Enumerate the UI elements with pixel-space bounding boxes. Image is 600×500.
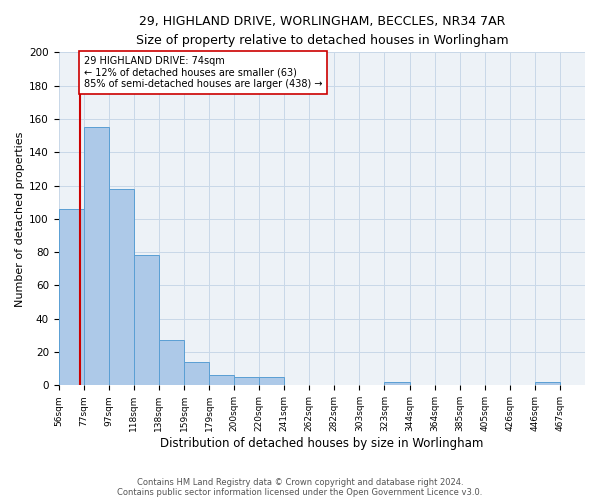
Bar bbox=[209, 376, 234, 386]
Bar bbox=[134, 256, 159, 386]
X-axis label: Distribution of detached houses by size in Worlingham: Distribution of detached houses by size … bbox=[160, 437, 484, 450]
Text: Contains public sector information licensed under the Open Government Licence v3: Contains public sector information licen… bbox=[118, 488, 482, 497]
Bar bbox=[184, 362, 209, 386]
Bar bbox=[59, 209, 84, 386]
Bar bbox=[385, 382, 410, 386]
Title: 29, HIGHLAND DRIVE, WORLINGHAM, BECCLES, NR34 7AR
Size of property relative to d: 29, HIGHLAND DRIVE, WORLINGHAM, BECCLES,… bbox=[136, 15, 508, 47]
Text: 29 HIGHLAND DRIVE: 74sqm
← 12% of detached houses are smaller (63)
85% of semi-d: 29 HIGHLAND DRIVE: 74sqm ← 12% of detach… bbox=[84, 56, 322, 89]
Bar bbox=[535, 382, 560, 386]
Bar bbox=[159, 340, 184, 386]
Bar bbox=[84, 128, 109, 386]
Y-axis label: Number of detached properties: Number of detached properties bbox=[15, 131, 25, 306]
Bar bbox=[259, 377, 284, 386]
Bar bbox=[234, 377, 259, 386]
Text: Contains HM Land Registry data © Crown copyright and database right 2024.: Contains HM Land Registry data © Crown c… bbox=[137, 478, 463, 487]
Bar bbox=[109, 189, 134, 386]
